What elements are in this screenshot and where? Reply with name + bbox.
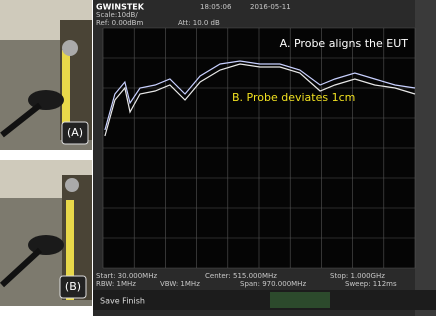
legend-label: A. Probe aligns the EUT <box>280 37 409 50</box>
span: Span: 970.000MHz <box>240 280 306 288</box>
start: Start: 30.000MHz <box>96 272 157 280</box>
photo-b: (B) <box>0 160 92 306</box>
stop: Stop: 1.000GHz <box>330 272 385 280</box>
figure: (A) (B) GWINSTEK 18:05:06 2016-05-11 Sca… <box>0 0 436 316</box>
center: Center: 515.000MHz <box>205 272 277 280</box>
photo-label: (B) <box>65 280 81 293</box>
rbw: RBW: 1MHz <box>96 280 136 288</box>
sweep: Sweep: 112ms <box>345 280 397 288</box>
legend-label: B. Probe deviates 1cm <box>232 91 355 104</box>
time: 18:05:06 <box>200 3 232 11</box>
scale: Scale:10dB/ <box>96 11 138 19</box>
ref: Ref: 0.00dBm <box>96 19 143 27</box>
photo-a: (A) <box>0 0 92 150</box>
side-menu <box>415 0 436 316</box>
status-icons <box>270 292 330 308</box>
photo-label: (A) <box>67 126 83 139</box>
vbw: VBW: 1MHz <box>160 280 200 288</box>
date: 2016-05-11 <box>250 3 291 11</box>
att: Att: 10.0 dB <box>178 19 220 27</box>
status: Save Finish <box>100 297 145 306</box>
